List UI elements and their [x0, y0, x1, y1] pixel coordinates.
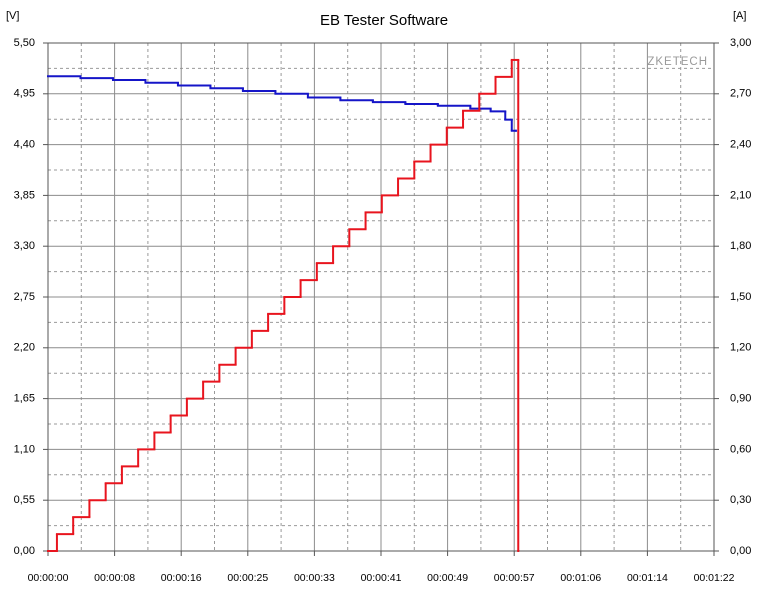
x-tick-label: 00:00:25	[227, 572, 268, 584]
x-tick-label: 00:00:08	[94, 572, 135, 584]
x-tick-label: 00:00:57	[494, 572, 535, 584]
y-tick-label: 4,95	[14, 88, 35, 100]
x-tick-label: 00:01:22	[694, 572, 735, 584]
y2-tick-label: 1,20	[730, 342, 751, 354]
y-tick-label: 1,65	[14, 393, 35, 405]
y-tick-label: 3,85	[14, 189, 35, 201]
y-tick-label: 3,30	[14, 240, 35, 252]
chart-title: EB Tester Software	[320, 12, 448, 29]
x-tick-label: 00:00:41	[361, 572, 402, 584]
x-tick-label: 00:01:14	[627, 572, 668, 584]
y-tick-label: 5,50	[14, 37, 35, 49]
y2-tick-label: 2,10	[730, 189, 751, 201]
y-tick-label: 2,75	[14, 291, 35, 303]
y2-unit: [A]	[733, 10, 746, 22]
x-tick-label: 00:01:06	[560, 572, 601, 584]
watermark: ZKETECH	[647, 56, 708, 68]
y2-tick-label: 1,80	[730, 240, 751, 252]
y-tick-label: 0,00	[14, 545, 35, 557]
y-tick-label: 2,20	[14, 342, 35, 354]
y-tick-label: 4,40	[14, 139, 35, 151]
y2-tick-label: 2,40	[730, 139, 751, 151]
y2-tick-label: 0,60	[730, 443, 751, 455]
y2-tick-label: 0,00	[730, 545, 751, 557]
y2-tick-label: 2,70	[730, 88, 751, 100]
y2-tick-label: 0,90	[730, 393, 751, 405]
y-tick-label: 0,55	[14, 494, 35, 506]
x-tick-label: 00:00:33	[294, 572, 335, 584]
plot-border	[47, 42, 715, 552]
y2-tick-label: 1,50	[730, 291, 751, 303]
x-tick-label: 00:00:16	[161, 572, 202, 584]
x-tick-label: 00:00:00	[28, 572, 69, 584]
y-tick-label: 1,10	[14, 443, 35, 455]
y2-tick-label: 3,00	[730, 37, 751, 49]
y-unit: [V]	[6, 10, 19, 22]
y2-tick-label: 0,30	[730, 494, 751, 506]
x-tick-label: 00:00:49	[427, 572, 468, 584]
